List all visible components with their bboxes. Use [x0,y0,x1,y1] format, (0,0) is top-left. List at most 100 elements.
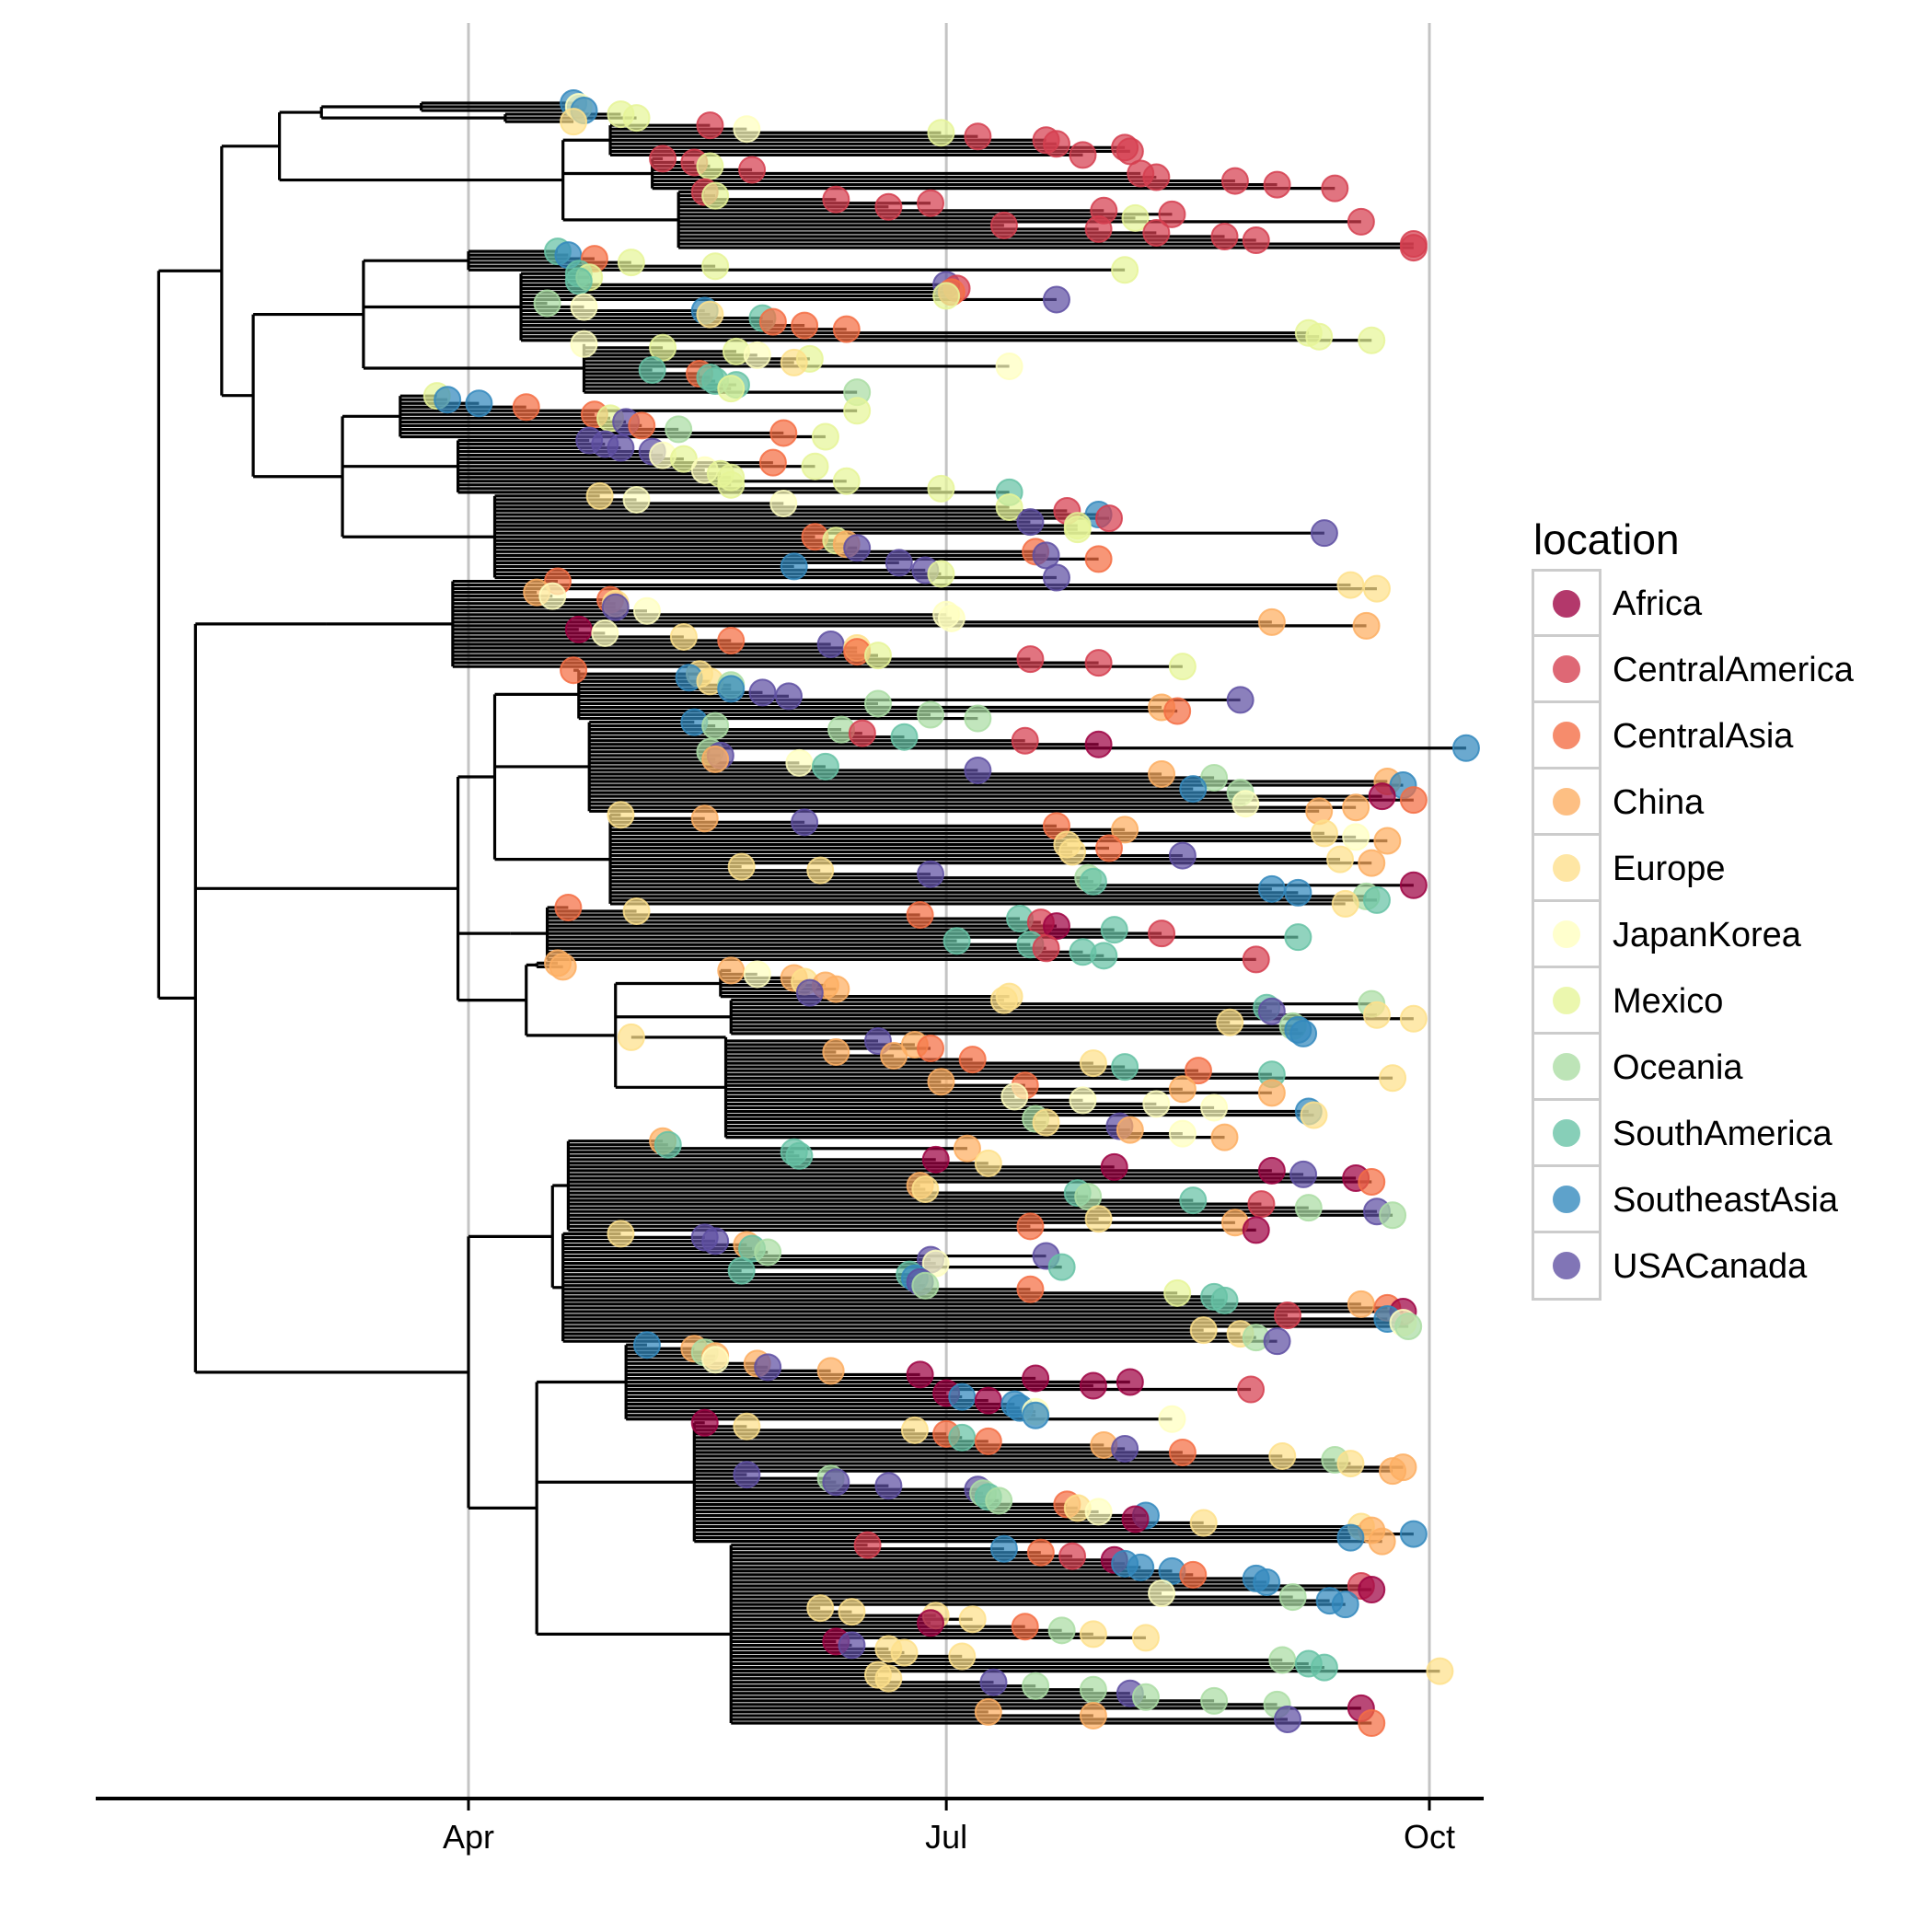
legend-label: China [1613,782,1705,822]
tip-point-southamerica [942,927,971,955]
tip-point-usacanada [607,434,635,462]
tip-point-oceania [1047,1616,1076,1645]
tip-point-centralamerica [1158,200,1186,228]
tip-point-mexico [927,474,955,503]
tip-point-mexico [832,467,861,495]
tip-point-southamerica [1179,1186,1208,1215]
tip-point-mexico [717,470,746,499]
tip-point-mexico [1121,203,1150,232]
tip-point-china [1342,793,1370,822]
tip-point-japankorea [1168,1119,1197,1148]
x-tick-label: Oct [1404,1818,1455,1856]
legend-entry-africa: Africa [1532,569,1854,639]
tip-point-centralasia [1011,1613,1039,1641]
legend-label: JapanKorea [1613,915,1801,954]
tip-point-japankorea [785,748,814,777]
tip-point-china [1148,759,1176,788]
tip-point-centralamerica [649,145,677,173]
tip-point-europe [1326,845,1355,873]
tip-point-japankorea [1231,790,1260,818]
tip-point-china [822,975,850,1003]
tip-point-centralasia [758,448,787,477]
tip-point-japankorea [743,341,771,369]
tip-point-mexico [932,282,961,310]
legend-entry-usacanada: USACanada [1532,1230,1854,1301]
tip-point-europe [585,481,614,510]
tip-point-africa [1079,1371,1107,1400]
tip-point-centralamerica [1042,130,1070,158]
tip-point-china [927,1068,955,1096]
legend-dot-icon [1553,986,1580,1014]
legend-entries: Africa CentralAmerica CentralAsia China Euro… [1532,569,1854,1301]
tip-point-centralamerica [848,719,876,747]
tip-point-europe [1336,1450,1365,1478]
tip-point-china [1368,1527,1396,1556]
tip-point-europe [1131,1624,1160,1652]
tip-point-europe [727,852,756,881]
tip-points [422,89,1480,1737]
tip-point-japankorea [1158,1405,1186,1433]
tip-point-southamerica [1310,1653,1338,1682]
tip-point-usacanada [791,808,819,837]
tip-point-centralasia [906,901,934,930]
tip-point-europe [806,856,835,885]
tip-point-usacanada [1168,841,1197,870]
tip-point-centralamerica [1220,167,1249,195]
tip-point-japankorea [538,582,567,610]
tip-point-centralamerica [1148,920,1176,948]
tip-point-usacanada [838,1631,866,1660]
tip-point-centralasia [791,311,819,340]
tip-point-europe [890,1638,919,1667]
tip-point-mexico [1358,326,1386,354]
legend-entry-europe: Europe [1532,832,1854,903]
tip-point-centralasia [560,656,588,685]
tip-point-centralamerica [917,189,945,217]
legend: location Africa CentralAmerica CentralAsia… [1532,515,1854,1301]
tip-point-southamerica [638,355,666,384]
tip-point-africa [564,615,593,643]
tip-point-centralamerica [1321,174,1349,202]
tip-point-europe [874,1664,903,1693]
legend-key [1532,569,1601,639]
tip-point-oceania [665,415,693,444]
tip-point-china [549,953,577,981]
tip-point-africa [906,1360,934,1389]
tip-point-japankorea [1142,1090,1171,1118]
tip-point-oceania [964,704,992,733]
legend-dot-icon [1553,853,1580,882]
tip-point-mexico [995,492,1023,521]
tip-point-africa [974,1386,1002,1415]
tip-point-europe [780,348,808,376]
tip-point-mexico [927,119,955,147]
tip-point-africa [1399,871,1428,899]
tip-point-usacanada [1032,541,1060,570]
tip-point-japankorea [1200,1093,1229,1122]
tip-point-europe [1379,1064,1407,1093]
tip-point-europe [1362,574,1391,603]
tip-point-europe [607,1220,635,1248]
legend-label: Africa [1613,584,1703,623]
tip-point-southeastasia [989,1534,1018,1563]
tip-point-europe [974,1149,1002,1177]
tip-point-usacanada [822,1468,850,1497]
tip-point-oceania [985,1487,1013,1515]
tip-point-europe [1216,1008,1244,1036]
tip-point-southeastasia [780,552,808,581]
legend-entry-centralamerica: CentralAmerica [1532,633,1854,704]
legend-dot-icon [1553,920,1580,948]
tip-point-mexico [1163,1278,1192,1307]
tip-point-europe [1189,1509,1218,1537]
tip-point-japankorea [769,489,798,517]
tip-point-centralamerica [1273,1301,1301,1329]
tip-point-africa [1100,1152,1128,1181]
tip-point-southeastasia [1289,1019,1318,1047]
legend-entry-southeastasia: SoutheastAsia [1532,1163,1854,1234]
legend-label: CentralAmerica [1613,650,1854,689]
tip-point-china [953,1134,981,1163]
tip-point-china [822,1038,850,1067]
tip-point-europe [838,1598,866,1626]
tip-point-centralamerica [822,185,850,214]
tip-point-usacanada [1289,1160,1318,1188]
tip-point-usacanada [1042,285,1070,314]
tip-point-europe [607,801,635,829]
